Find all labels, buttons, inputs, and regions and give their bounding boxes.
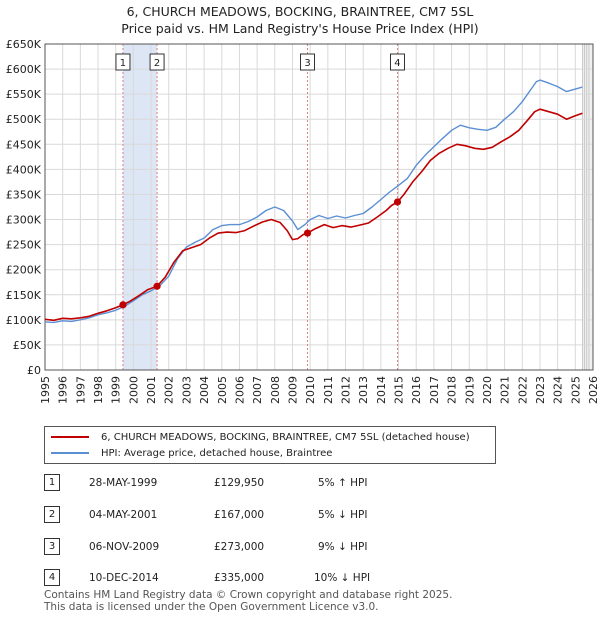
x-tick-label: 2020 xyxy=(481,376,494,404)
y-tick-label: £450K xyxy=(6,138,42,151)
sale-date: 04-MAY-2001 xyxy=(89,509,158,521)
sale-marker-box xyxy=(300,53,316,71)
y-tick-label: £550K xyxy=(6,88,42,101)
y-tick-label: £250K xyxy=(6,239,42,252)
sale-price: £273,000 xyxy=(214,541,265,553)
sale-date: 06-NOV-2009 xyxy=(89,541,160,553)
x-tick-label: 2001 xyxy=(145,376,158,404)
x-tick-label: 1999 xyxy=(110,376,123,404)
x-tick-label: 2008 xyxy=(269,376,282,404)
sale-point xyxy=(393,198,402,206)
sale-point xyxy=(303,229,312,237)
legend-item-price: 6, CHURCH MEADOWS, BOCKING, BRAINTREE, C… xyxy=(51,429,470,445)
legend-item-hpi: HPI: Average price, detached house, Brai… xyxy=(51,445,332,461)
x-tick-label: 2023 xyxy=(534,376,547,404)
title-line-1: 6, CHURCH MEADOWS, BOCKING, BRAINTREE, C… xyxy=(126,4,474,19)
x-tick-label: 2011 xyxy=(322,376,335,404)
sale-point xyxy=(119,301,127,309)
hpi-line xyxy=(44,79,583,324)
sale-row: 4 10-DEC-2014 £335,000 10% ↓ HPI xyxy=(44,569,384,587)
y-tick-label: £650K xyxy=(6,38,42,51)
y-tick-label: £50K xyxy=(13,339,42,352)
sale-price: £335,000 xyxy=(214,572,265,584)
x-tick-label: 2019 xyxy=(463,376,476,404)
sale-number-badge: 4 xyxy=(44,569,60,586)
legend-label-hpi: HPI: Average price, detached house, Brai… xyxy=(101,447,333,459)
footer-licence: This data is licensed under the Open Gov… xyxy=(44,601,379,613)
sale-price: £129,950 xyxy=(214,477,265,489)
chart-title: 6, CHURCH MEADOWS, BOCKING, BRAINTREE, C… xyxy=(0,0,600,37)
y-tick-label: £100K xyxy=(6,314,42,327)
y-tick-label: £400K xyxy=(6,163,42,176)
sale-price: £167,000 xyxy=(214,509,265,521)
x-tick-label: 2021 xyxy=(499,376,512,404)
legend-swatch-hpi xyxy=(51,452,89,454)
future-region xyxy=(582,44,593,370)
x-tick-label: 2005 xyxy=(216,376,229,404)
sale-marker-label: 2 xyxy=(154,58,160,69)
sale-hpi-diff: 5% ↑ HPI xyxy=(318,477,368,489)
title-line-2: Price paid vs. HM Land Registry's House … xyxy=(121,21,479,36)
legend-swatch-price xyxy=(51,436,89,438)
x-tick-label: 1998 xyxy=(92,376,105,404)
x-tick-label: 2018 xyxy=(446,376,459,404)
sale-hpi-diff: 10% ↓ HPI xyxy=(314,572,371,584)
sale-hpi-diff: 9% ↓ HPI xyxy=(318,541,368,553)
sale-row: 1 28-MAY-1999 £129,950 5% ↑ HPI xyxy=(44,474,384,492)
x-tick-label: 2009 xyxy=(286,376,299,404)
x-tick-label: 2017 xyxy=(428,376,441,404)
price-chart: 1 2 3 4 £0 £50K £100K £150K £200K £250K £300K £350K… xyxy=(6,38,600,404)
x-tick-label: 2000 xyxy=(127,376,140,404)
sale-row: 3 06-NOV-2009 £273,000 9% ↓ HPI xyxy=(44,538,384,556)
sale-marker-label: 4 xyxy=(394,58,400,69)
x-tick-label: 2007 xyxy=(251,376,264,404)
x-tick-label: 2003 xyxy=(180,376,193,404)
x-tick-label: 1996 xyxy=(57,376,70,404)
x-tick-label: 2026 xyxy=(587,376,600,404)
sale-point xyxy=(153,282,161,290)
sale-number-badge: 3 xyxy=(44,538,60,555)
sale-marker-label: 3 xyxy=(304,58,310,69)
x-tick-label: 2015 xyxy=(393,376,406,404)
legend: 6, CHURCH MEADOWS, BOCKING, BRAINTREE, C… xyxy=(44,426,496,464)
sale-marker-label: 1 xyxy=(120,58,126,69)
x-tick-label: 2010 xyxy=(304,376,317,404)
sale-date: 28-MAY-1999 xyxy=(89,477,158,489)
sale-marker-box xyxy=(149,53,165,71)
price-paid-line xyxy=(44,108,583,322)
y-tick-label: £500K xyxy=(6,113,42,126)
y-tick-label: £200K xyxy=(6,264,42,277)
x-tick-label: 2013 xyxy=(357,376,370,404)
footer-copyright: Contains HM Land Registry data © Crown c… xyxy=(44,589,453,601)
sale-marker-box xyxy=(115,53,131,71)
sale-number-badge: 2 xyxy=(44,506,60,523)
x-tick-label: 1997 xyxy=(74,376,87,404)
x-tick-label: 2012 xyxy=(340,376,353,404)
y-tick-label: £350K xyxy=(6,188,42,201)
sale-date: 10-DEC-2014 xyxy=(89,572,159,584)
y-tick-label: £0 xyxy=(27,364,41,377)
footer: Contains HM Land Registry data © Crown c… xyxy=(44,589,452,613)
sale-number-badge: 1 xyxy=(44,474,60,491)
y-tick-label: £300K xyxy=(6,214,42,227)
x-tick-label: 2014 xyxy=(375,376,388,404)
x-tick-label: 1995 xyxy=(39,376,52,404)
x-tick-label: 2002 xyxy=(163,376,176,404)
x-tick-label: 2025 xyxy=(569,376,582,404)
plot-frame xyxy=(44,43,594,371)
sale-row: 2 04-MAY-2001 £167,000 5% ↓ HPI xyxy=(44,506,384,524)
x-tick-label: 2006 xyxy=(233,376,246,404)
y-tick-label: £150K xyxy=(6,289,42,302)
x-tick-label: 2016 xyxy=(410,376,423,404)
y-tick-label: £600K xyxy=(6,63,42,76)
sale-shaded-band xyxy=(122,44,158,370)
x-tick-label: 2022 xyxy=(516,376,529,404)
legend-label-price: 6, CHURCH MEADOWS, BOCKING, BRAINTREE, C… xyxy=(101,431,470,443)
sale-hpi-diff: 5% ↓ HPI xyxy=(318,509,368,521)
x-tick-label: 2004 xyxy=(198,376,211,404)
x-tick-label: 2024 xyxy=(552,376,565,404)
sale-marker-box xyxy=(389,53,405,71)
